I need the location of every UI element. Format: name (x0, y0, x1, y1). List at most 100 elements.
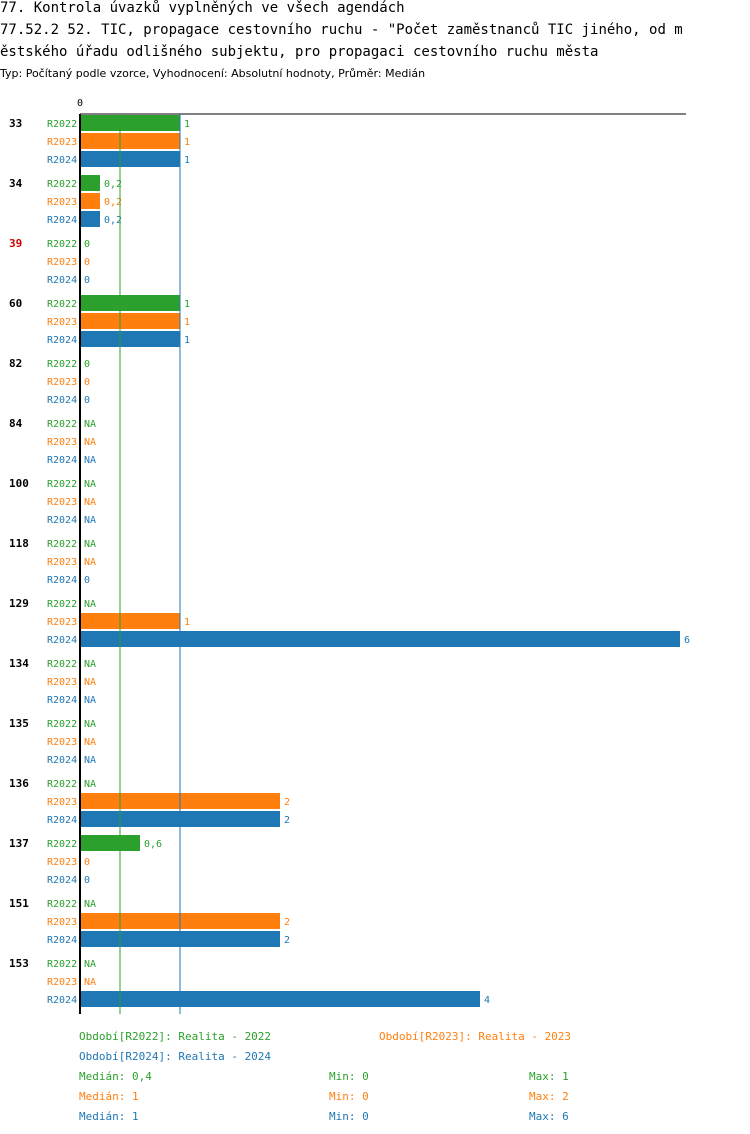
stat-min-r2024: Min: 0 (329, 1110, 369, 1123)
series-label: R2022 (47, 959, 77, 970)
data-bar (80, 175, 100, 191)
data-bar (80, 331, 180, 347)
data-label: 0,2 (104, 179, 122, 190)
data-label: 0,2 (104, 197, 122, 208)
series-label: R2023 (47, 917, 77, 928)
stat-median-r2024: Medián: 1 (79, 1110, 139, 1123)
series-label: R2022 (47, 719, 77, 730)
series-label: R2022 (47, 179, 77, 190)
series-label: R2022 (47, 779, 77, 790)
series-label: R2022 (47, 119, 77, 130)
series-label: R2024 (47, 815, 77, 826)
data-label: 1 (184, 299, 190, 310)
series-label: R2024 (47, 155, 77, 166)
series-label: R2024 (47, 515, 77, 526)
legend-r2022: Období[R2022]: Realita - 2022 (79, 1030, 272, 1043)
data-label: 2 (284, 815, 290, 826)
stat-median-r2022: Medián: 0,4 (79, 1070, 152, 1083)
data-label: 0,2 (104, 215, 122, 226)
category-label: 129 (9, 597, 29, 610)
data-label: NA (84, 539, 96, 550)
series-label: R2022 (47, 299, 77, 310)
data-bar (80, 193, 100, 209)
data-label: NA (84, 677, 96, 688)
data-label: NA (84, 497, 96, 508)
data-label: NA (84, 599, 96, 610)
stat-max-r2022: Max: 1 (529, 1070, 569, 1083)
data-label: 1 (184, 317, 190, 328)
data-bar (80, 835, 140, 851)
category-label: 135 (9, 717, 29, 730)
data-label: 0 (84, 359, 90, 370)
series-label: R2022 (47, 419, 77, 430)
category-label: 136 (9, 777, 29, 790)
chart-title-line-2: 77.52.2 52. TIC, propagace cestovního ru… (0, 22, 683, 38)
data-bar (80, 133, 180, 149)
series-label: R2022 (47, 239, 77, 250)
series-label: R2023 (47, 737, 77, 748)
series-label: R2024 (47, 695, 77, 706)
category-label: 34 (9, 177, 23, 190)
series-label: R2022 (47, 659, 77, 670)
chart-subtitle: Typ: Počítaný podle vzorce, Vyhodnocení:… (0, 67, 426, 80)
category-label: 82 (9, 357, 22, 370)
series-label: R2024 (47, 395, 77, 406)
data-label: 6 (684, 635, 690, 646)
data-bar (80, 211, 100, 227)
data-label: NA (84, 695, 96, 706)
category-label: 39 (9, 237, 22, 250)
data-bar (80, 313, 180, 329)
category-label: 33 (9, 117, 22, 130)
data-label: NA (84, 419, 96, 430)
series-label: R2022 (47, 359, 77, 370)
data-label: NA (84, 755, 96, 766)
data-bar (80, 295, 180, 311)
series-label: R2024 (47, 935, 77, 946)
data-label: NA (84, 455, 96, 466)
series-label: R2022 (47, 479, 77, 490)
stat-median-r2023: Medián: 1 (79, 1090, 139, 1103)
category-label: 137 (9, 837, 29, 850)
data-label: NA (84, 899, 96, 910)
data-bar (80, 115, 180, 131)
category-label: 134 (9, 657, 29, 670)
series-label: R2024 (47, 995, 77, 1006)
series-label: R2024 (47, 755, 77, 766)
data-bar (80, 991, 480, 1007)
data-label: 2 (284, 917, 290, 928)
data-label: NA (84, 659, 96, 670)
x-axis-tick-label: 0 (77, 98, 83, 109)
series-label: R2023 (47, 977, 77, 988)
series-label: R2023 (47, 557, 77, 568)
stat-max-r2024: Max: 6 (529, 1110, 569, 1123)
series-label: R2022 (47, 899, 77, 910)
data-label: NA (84, 515, 96, 526)
category-label: 60 (9, 297, 22, 310)
data-label: NA (84, 779, 96, 790)
data-bar (80, 631, 680, 647)
data-label: NA (84, 959, 96, 970)
category-label: 100 (9, 477, 29, 490)
series-label: R2024 (47, 215, 77, 226)
series-label: R2024 (47, 635, 77, 646)
category-label: 84 (9, 417, 23, 430)
series-label: R2023 (47, 797, 77, 808)
data-label: 4 (484, 995, 490, 1006)
data-label: 1 (184, 155, 190, 166)
data-label: NA (84, 977, 96, 988)
data-label: 1 (184, 617, 190, 628)
series-label: R2023 (47, 857, 77, 868)
series-label: R2023 (47, 437, 77, 448)
series-label: R2024 (47, 335, 77, 346)
series-label: R2023 (47, 317, 77, 328)
legend-r2023: Období[R2023]: Realita - 2023 (379, 1030, 572, 1043)
series-label: R2022 (47, 539, 77, 550)
data-label: 2 (284, 797, 290, 808)
data-label: 1 (184, 335, 190, 346)
category-label: 151 (9, 897, 29, 910)
stat-max-r2023: Max: 2 (529, 1090, 569, 1103)
series-label: R2023 (47, 677, 77, 688)
data-label: 1 (184, 119, 190, 130)
data-label: 0 (84, 857, 90, 868)
